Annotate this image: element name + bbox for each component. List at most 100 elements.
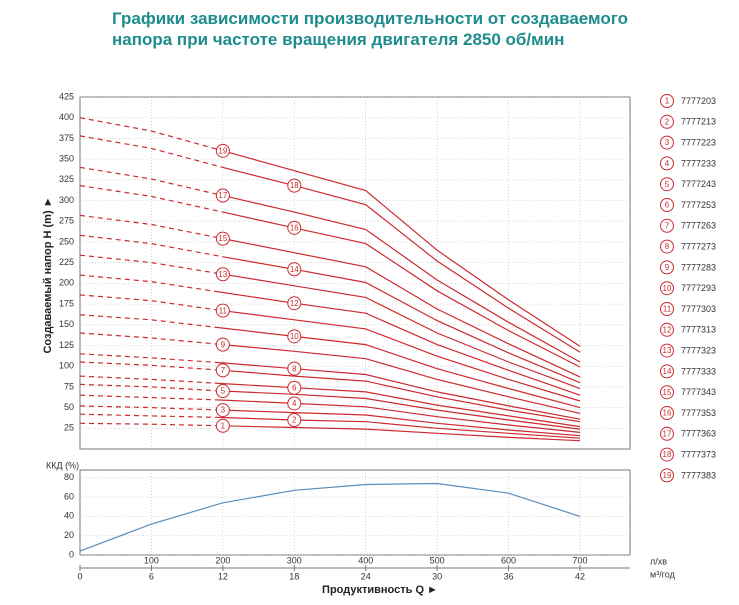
y-tick-label: 425 [59, 91, 74, 101]
curve-label: 3 [221, 406, 226, 415]
plot-layer: 2550751001251501752002252502753003253503… [59, 91, 716, 581]
curve-badge [287, 413, 302, 428]
curve-label: 7 [221, 366, 226, 375]
y-tick-label: 150 [59, 319, 74, 329]
x2-tick-label: 6 [149, 571, 154, 581]
curve-label: 1 [221, 421, 226, 430]
curve-badge [215, 303, 230, 318]
curve [79, 314, 581, 409]
legend-code: 7777373 [681, 449, 716, 459]
x-unit: л/хв [650, 556, 667, 566]
curve [79, 375, 581, 428]
curve-badge [287, 178, 302, 193]
curve [79, 482, 581, 552]
curve-label: 4 [292, 399, 297, 408]
x2-tick-label: 24 [361, 571, 371, 581]
title-line: Графики зависимости производительности о… [112, 9, 628, 28]
y-tick-label: 20 [64, 530, 74, 540]
curve-badge [215, 384, 230, 399]
legend-code: 7777203 [681, 96, 716, 106]
legend-badge [660, 94, 674, 108]
y-tick-label: 325 [59, 174, 74, 184]
curve-label: 16 [290, 223, 299, 232]
curve [79, 405, 581, 437]
legend-number: 16 [663, 409, 672, 418]
y-tick-label: 250 [59, 236, 74, 246]
legend-badge [660, 406, 674, 420]
legend-number: 7 [665, 221, 670, 230]
legend-code: 7777353 [681, 408, 716, 418]
curve-label: 10 [290, 332, 299, 341]
legend-number: 14 [663, 367, 672, 376]
curve-label: 5 [221, 387, 226, 396]
legend-badge [660, 198, 674, 212]
curve-label: 6 [292, 383, 297, 392]
legend-number: 6 [665, 201, 670, 210]
legend-code: 7777223 [681, 137, 716, 147]
legend-badge [660, 302, 674, 316]
curve-badge [215, 403, 230, 418]
legend-badge [660, 343, 674, 358]
curve-label: 9 [221, 340, 226, 349]
curve-label: 17 [218, 191, 227, 200]
curve-badge [287, 361, 302, 376]
curve-label: 8 [292, 364, 297, 373]
title-line: напора при частоте вращения двигателя 28… [112, 30, 564, 49]
y-tick-label: 25 [64, 423, 74, 433]
legend-code: 7777253 [681, 200, 716, 210]
legend-number: 5 [665, 180, 670, 189]
legend-number: 8 [665, 242, 670, 251]
x2-tick-label: 18 [289, 571, 299, 581]
curve [79, 294, 581, 402]
legend-number: 1 [665, 97, 670, 106]
curve [79, 117, 581, 347]
legend-badge [660, 177, 674, 192]
legend-code: 7777333 [681, 366, 716, 376]
curve-badge [215, 363, 230, 378]
y-tick-label: 200 [59, 278, 74, 288]
y-tick-label: 300 [59, 195, 74, 205]
curve [79, 254, 581, 390]
x2-unit: м³/год [650, 569, 676, 579]
curve-badge [287, 380, 302, 395]
legend-code: 7777243 [681, 179, 716, 189]
curve-badge [287, 396, 302, 411]
curve-badge [287, 262, 302, 277]
y-tick-label: 60 [64, 491, 74, 501]
legend-number: 13 [663, 346, 672, 355]
y-axis-label: Создаваемый напор H (m) ► [42, 196, 54, 353]
legend-code: 7777313 [681, 325, 716, 335]
y-tick-label: 40 [64, 511, 74, 521]
x2-tick-label: 30 [432, 571, 442, 581]
legend-number: 2 [665, 117, 670, 126]
legend-badge [660, 156, 674, 171]
eff-axis-label: ККД (%) [46, 460, 79, 470]
curve [79, 394, 581, 433]
legend-code: 7777283 [681, 262, 716, 272]
legend-number: 15 [663, 388, 672, 397]
legend-number: 4 [665, 159, 670, 168]
y-tick-label: 0 [69, 549, 74, 559]
legend-code: 7777293 [681, 283, 716, 293]
x-axis-label: Продуктивность Q ► [322, 584, 438, 596]
legend-badge [660, 468, 674, 483]
legend-code: 7777263 [681, 221, 716, 231]
curve [79, 383, 581, 430]
y-tick-label: 100 [59, 361, 74, 371]
legend-number: 10 [663, 284, 672, 293]
y-tick-label: 175 [59, 298, 74, 308]
curve-badge [287, 329, 302, 344]
curve-badge [287, 296, 302, 311]
y-tick-label: 125 [59, 340, 74, 350]
x-tick-label: 400 [358, 555, 373, 565]
y-tick-label: 80 [64, 472, 74, 482]
legend-badge [660, 239, 674, 254]
curve-badge [215, 231, 230, 246]
y-tick-label: 75 [64, 381, 74, 391]
curve-label: 18 [290, 181, 299, 190]
legend-number: 18 [663, 450, 672, 459]
curve [79, 185, 581, 368]
legend-code: 7777343 [681, 387, 716, 397]
curve [79, 422, 581, 442]
